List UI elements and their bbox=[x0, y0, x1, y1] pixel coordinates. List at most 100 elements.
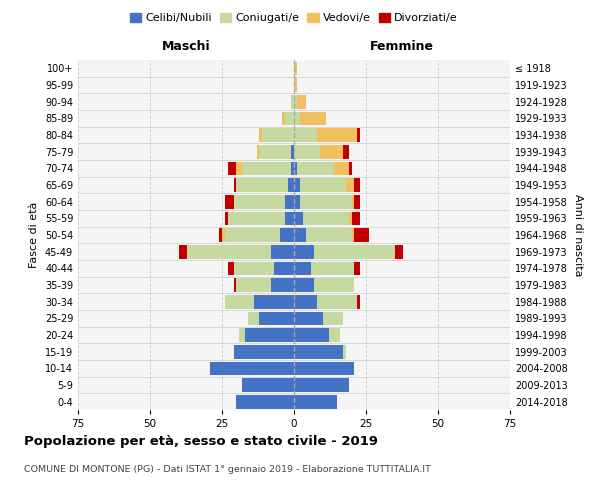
Bar bbox=[242, 378, 294, 392]
Bar bbox=[236, 395, 294, 408]
Bar bbox=[320, 145, 343, 158]
Bar bbox=[286, 195, 294, 208]
Bar bbox=[254, 295, 294, 308]
Bar bbox=[317, 128, 358, 142]
Bar bbox=[280, 228, 294, 242]
Bar bbox=[294, 228, 305, 242]
Bar bbox=[283, 112, 286, 125]
Bar bbox=[314, 245, 395, 258]
Bar bbox=[355, 262, 360, 275]
Bar bbox=[355, 228, 369, 242]
Bar bbox=[294, 62, 297, 75]
Bar bbox=[349, 162, 352, 175]
Bar bbox=[242, 162, 291, 175]
Bar bbox=[294, 395, 337, 408]
Bar bbox=[259, 145, 291, 158]
Bar bbox=[248, 312, 259, 325]
Bar bbox=[302, 212, 349, 225]
Bar bbox=[233, 178, 236, 192]
Bar bbox=[294, 278, 314, 292]
Bar bbox=[311, 262, 355, 275]
Bar bbox=[305, 228, 352, 242]
Bar bbox=[259, 128, 262, 142]
Bar bbox=[323, 312, 343, 325]
Text: Popolazione per età, sesso e stato civile - 2019: Popolazione per età, sesso e stato civil… bbox=[24, 435, 378, 448]
Bar bbox=[294, 145, 320, 158]
Bar bbox=[291, 145, 294, 158]
Bar bbox=[294, 128, 317, 142]
Bar bbox=[225, 195, 233, 208]
Bar bbox=[329, 328, 340, 342]
Bar bbox=[355, 178, 360, 192]
Bar bbox=[343, 345, 346, 358]
Bar bbox=[349, 212, 352, 225]
Bar bbox=[228, 212, 286, 225]
Bar bbox=[358, 128, 360, 142]
Bar bbox=[294, 195, 300, 208]
Bar bbox=[274, 262, 294, 275]
Bar bbox=[236, 162, 242, 175]
Bar bbox=[294, 295, 317, 308]
Bar bbox=[187, 245, 271, 258]
Bar bbox=[294, 362, 355, 375]
Bar bbox=[262, 128, 294, 142]
Bar bbox=[300, 195, 352, 208]
Text: Maschi: Maschi bbox=[161, 40, 211, 54]
Bar bbox=[271, 245, 294, 258]
Bar bbox=[257, 145, 259, 158]
Bar bbox=[343, 145, 349, 158]
Bar bbox=[352, 195, 355, 208]
Bar bbox=[211, 362, 294, 375]
Bar bbox=[294, 378, 349, 392]
Bar bbox=[236, 278, 271, 292]
Bar bbox=[233, 345, 294, 358]
Bar bbox=[233, 262, 274, 275]
Bar bbox=[286, 212, 294, 225]
Bar bbox=[355, 195, 360, 208]
Bar bbox=[294, 95, 297, 108]
Bar bbox=[395, 245, 403, 258]
Bar bbox=[236, 178, 288, 192]
Bar bbox=[294, 178, 300, 192]
Bar bbox=[245, 328, 294, 342]
Legend: Celibi/Nubili, Coniugati/e, Vedovi/e, Divorziati/e: Celibi/Nubili, Coniugati/e, Vedovi/e, Di… bbox=[130, 13, 458, 24]
Bar bbox=[291, 95, 294, 108]
Bar bbox=[297, 162, 334, 175]
Bar bbox=[219, 228, 222, 242]
Bar bbox=[294, 112, 300, 125]
Bar bbox=[225, 212, 228, 225]
Bar bbox=[294, 78, 297, 92]
Bar bbox=[352, 212, 360, 225]
Bar bbox=[179, 245, 187, 258]
Bar bbox=[317, 295, 358, 308]
Bar bbox=[300, 178, 346, 192]
Bar bbox=[228, 162, 236, 175]
Bar bbox=[288, 178, 294, 192]
Bar bbox=[297, 95, 305, 108]
Bar bbox=[294, 245, 314, 258]
Bar bbox=[225, 295, 254, 308]
Bar bbox=[300, 112, 326, 125]
Bar bbox=[233, 278, 236, 292]
Bar bbox=[346, 178, 355, 192]
Bar bbox=[259, 312, 294, 325]
Bar bbox=[314, 278, 355, 292]
Y-axis label: Anni di nascita: Anni di nascita bbox=[573, 194, 583, 276]
Bar bbox=[228, 262, 233, 275]
Text: Femmine: Femmine bbox=[370, 40, 434, 54]
Bar bbox=[294, 262, 311, 275]
Bar bbox=[239, 328, 245, 342]
Bar bbox=[334, 162, 349, 175]
Bar bbox=[294, 212, 302, 225]
Bar bbox=[271, 278, 294, 292]
Y-axis label: Fasce di età: Fasce di età bbox=[29, 202, 39, 268]
Bar bbox=[352, 228, 355, 242]
Bar bbox=[225, 228, 280, 242]
Bar bbox=[291, 162, 294, 175]
Bar bbox=[222, 228, 225, 242]
Bar bbox=[358, 295, 360, 308]
Bar bbox=[286, 112, 294, 125]
Bar bbox=[294, 312, 323, 325]
Text: COMUNE DI MONTONE (PG) - Dati ISTAT 1° gennaio 2019 - Elaborazione TUTTITALIA.IT: COMUNE DI MONTONE (PG) - Dati ISTAT 1° g… bbox=[24, 465, 431, 474]
Bar bbox=[294, 345, 343, 358]
